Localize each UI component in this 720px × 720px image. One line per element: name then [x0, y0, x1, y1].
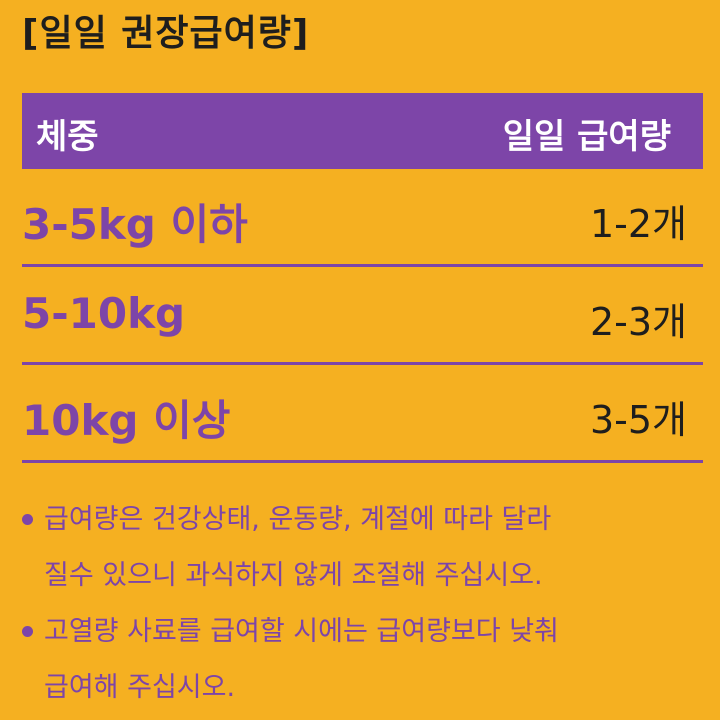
- note-item: 급여량은 건강상태, 운동량, 계절에 따라 달라 질수 있으니 과식하지 않게…: [22, 492, 712, 604]
- note-line: 질수 있으니 과식하지 않게 조절해 주십시오.: [44, 560, 543, 591]
- row-amount: 3-5개: [589, 398, 687, 442]
- note-line: 급여량은 건강상태, 운동량, 계절에 따라 달라: [44, 504, 552, 535]
- row-weight: 5-10kg: [22, 289, 186, 338]
- note-item: 고열량 사료를 급여할 시에는 급여량보다 낮춰 급여해 주십시오.: [22, 604, 712, 716]
- row-weight: 10kg 이상: [22, 396, 231, 445]
- bullet-icon: [22, 514, 33, 525]
- header-weight: 체중: [36, 117, 99, 157]
- header-daily-amount: 일일 급여량: [502, 117, 671, 157]
- table-header: 체중 일일 급여량: [22, 93, 703, 169]
- row-weight: 3-5kg 이하: [22, 200, 248, 249]
- notes-list: 급여량은 건강상태, 운동량, 계절에 따라 달라 질수 있으니 과식하지 않게…: [22, 492, 712, 716]
- table-row: 3-5kg 이하 1-2개: [22, 169, 703, 267]
- row-amount: 1-2개: [589, 202, 687, 246]
- table-row: 5-10kg 2-3개: [22, 267, 703, 365]
- page-title: [일일 권장급여량]: [22, 13, 310, 54]
- note-line: 급여해 주십시오.: [44, 672, 236, 703]
- note-line: 고열량 사료를 급여할 시에는 급여량보다 낮춰: [44, 616, 559, 647]
- bullet-icon: [22, 626, 33, 637]
- row-amount: 2-3개: [589, 300, 687, 344]
- table-row: 10kg 이상 3-5개: [22, 365, 703, 463]
